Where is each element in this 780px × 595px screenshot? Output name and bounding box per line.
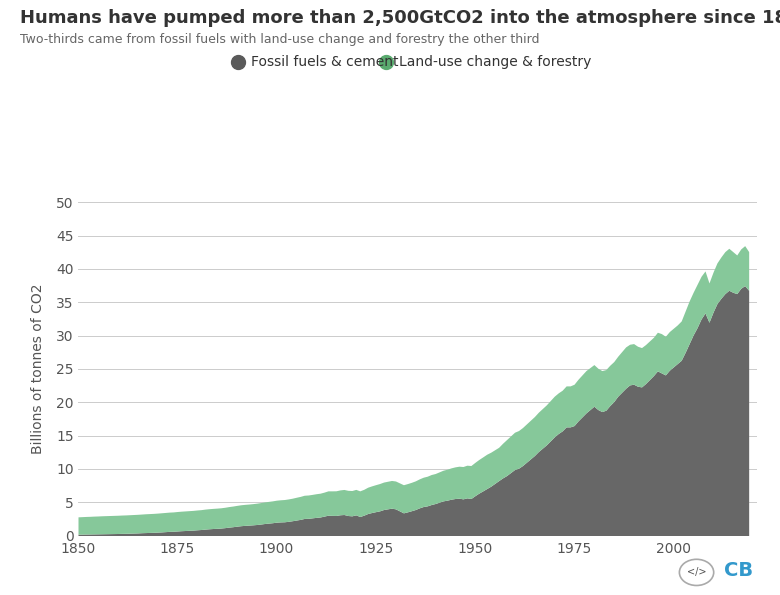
Text: Two-thirds came from fossil fuels with land-use change and forestry the other th: Two-thirds came from fossil fuels with l… xyxy=(20,33,539,46)
Text: Land-use change & forestry: Land-use change & forestry xyxy=(399,55,592,70)
Text: </>: </> xyxy=(686,568,707,577)
Text: Humans have pumped more than 2,500GtCO2 into the atmosphere since 1850: Humans have pumped more than 2,500GtCO2 … xyxy=(20,9,780,27)
Text: CB: CB xyxy=(724,561,753,580)
Text: Fossil fuels & cement: Fossil fuels & cement xyxy=(251,55,399,70)
Y-axis label: Billions of tonnes of CO2: Billions of tonnes of CO2 xyxy=(31,284,45,454)
